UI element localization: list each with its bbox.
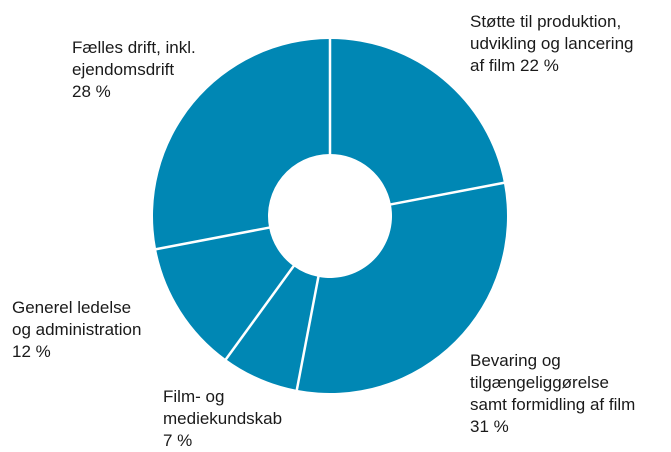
- slice-bevaring: [296, 182, 507, 393]
- slice-film-mediekundskab: [225, 266, 319, 390]
- label-line: af film 22 %: [470, 56, 559, 75]
- label-line: 31 %: [470, 417, 509, 436]
- label-film-mediekundskab: Film- og mediekundskab 7 %: [163, 386, 282, 452]
- label-generel-ledelse: Generel ledelse og administration 12 %: [12, 297, 141, 363]
- slice-generel-ledelse: [156, 227, 294, 360]
- label-line: samt formidling af film: [470, 395, 636, 414]
- label-line: og administration: [12, 320, 142, 339]
- label-faelles-drift: Fælles drift, inkl. ejendomsdrift 28 %: [72, 37, 196, 103]
- label-stotte-produktion: Støtte til produktion, udvikling og lanc…: [470, 11, 634, 77]
- label-line: ejendomsdrift: [72, 60, 175, 79]
- slice-separator: [154, 226, 271, 251]
- label-line: 28 %: [72, 82, 111, 101]
- label-line: 12 %: [12, 342, 51, 361]
- label-line: Støtte til produktion,: [470, 12, 622, 31]
- label-line: mediekundskab: [163, 409, 283, 428]
- slice-stotte-produktion: [330, 39, 504, 205]
- slice-separator: [389, 181, 506, 206]
- label-line: udvikling og lancering: [470, 34, 634, 53]
- slice-separator: [224, 264, 296, 361]
- label-line: 7 %: [163, 431, 193, 450]
- slice-separator: [295, 275, 320, 392]
- label-line: Fælles drift, inkl.: [72, 38, 196, 57]
- label-line: Generel ledelse: [12, 298, 132, 317]
- slice-faelles-drift: [153, 39, 330, 250]
- label-line: Film- og: [163, 387, 225, 406]
- label-line: Bevaring og: [470, 351, 561, 370]
- label-line: tilgængeliggørelse: [470, 373, 609, 392]
- label-bevaring: Bevaring og tilgængeliggørelse samt form…: [470, 350, 635, 438]
